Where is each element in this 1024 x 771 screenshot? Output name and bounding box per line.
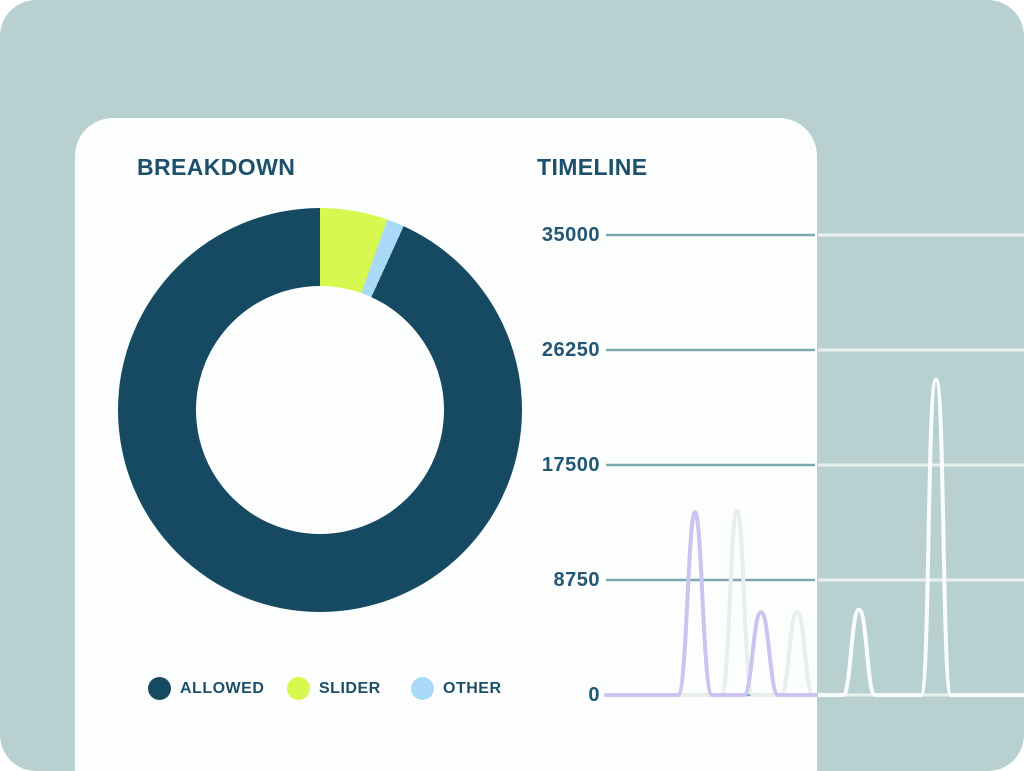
breakdown-donut-chart — [118, 208, 522, 612]
timeline-section-title: TIMELINE — [537, 154, 648, 180]
breakdown-section-title: BREAKDOWN — [137, 154, 296, 180]
donut-hole — [196, 286, 444, 534]
